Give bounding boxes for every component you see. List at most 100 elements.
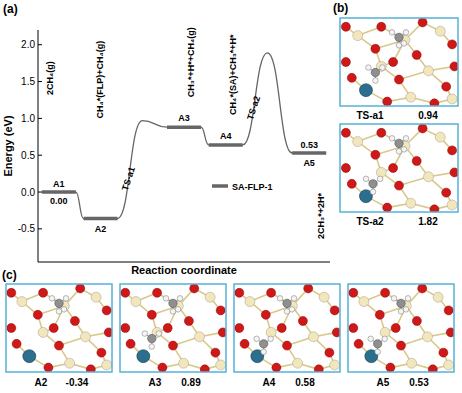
atom-o (428, 365, 437, 372)
atom-c (395, 139, 403, 147)
atom-o (354, 339, 363, 348)
atom-o (283, 341, 292, 350)
atom-o (341, 22, 350, 31)
atom-si (376, 167, 386, 177)
atom-si (81, 332, 91, 342)
y-tick-label: 0.5 (21, 150, 35, 161)
structure-bg (6, 284, 112, 372)
atom-o (147, 310, 156, 319)
atom-h (254, 336, 260, 342)
atom-h (363, 176, 369, 182)
atom-si (293, 358, 303, 368)
structure-b1 (340, 124, 458, 212)
y-tick (38, 81, 42, 82)
atom-h (375, 349, 381, 355)
y-tick (38, 118, 42, 119)
structure-name: A4 (263, 377, 276, 388)
atom-si (205, 292, 215, 302)
atom-o (412, 316, 421, 325)
atom-o (44, 363, 53, 372)
structure-c0 (6, 284, 112, 372)
structure-energy: 0.58 (295, 377, 315, 388)
atom-o (121, 324, 130, 333)
y-tick-label: -0.5 (18, 223, 36, 234)
atom-c (397, 299, 405, 307)
structure-bg (120, 284, 226, 372)
panel-label: (b) (333, 1, 348, 15)
atom-zn (137, 350, 150, 363)
atom-o (430, 205, 439, 212)
atom-o (418, 18, 427, 27)
atom-o (332, 328, 340, 337)
x-axis (38, 262, 330, 263)
atom-si (435, 132, 445, 142)
atom-si (435, 26, 445, 36)
atom-si (447, 200, 457, 210)
atom-o (216, 306, 225, 315)
atom-o (381, 288, 390, 297)
atom-o (439, 348, 448, 357)
atom-o (218, 328, 226, 337)
atom-o (442, 188, 451, 197)
atom-h (175, 307, 181, 313)
atom-o (277, 324, 286, 333)
species-annotation: 2CH₄(g) (45, 61, 55, 95)
atom-o (304, 284, 313, 293)
atom-o (76, 284, 85, 293)
atom-si (330, 360, 340, 370)
state-label: A4 (220, 131, 232, 141)
atom-h (63, 296, 69, 302)
atom-h (380, 65, 386, 71)
structure-bg (234, 284, 340, 372)
atom-si (433, 292, 443, 302)
atom-o (33, 310, 42, 319)
atom-o (347, 73, 356, 82)
atom-h (49, 296, 55, 302)
atom-h (403, 30, 409, 36)
state-label: A3 (178, 113, 190, 123)
atom-c (283, 299, 291, 307)
atom-c (395, 33, 403, 41)
structure-energy: 0.89 (181, 377, 201, 388)
atom-o (448, 146, 457, 155)
atom-h (291, 296, 297, 302)
atom-o (341, 58, 350, 67)
atom-o (325, 348, 334, 357)
atom-o (341, 128, 350, 137)
atom-o (375, 310, 384, 319)
atom-o (442, 82, 451, 91)
energy-level (42, 190, 76, 194)
atom-zn (23, 350, 36, 363)
atom-o (235, 288, 244, 297)
atom-h (389, 30, 395, 36)
atom-si (424, 172, 434, 182)
atom-o (126, 339, 135, 348)
atom-o (153, 288, 162, 297)
atom-o (446, 328, 454, 337)
y-tick (38, 155, 42, 156)
atom-h (403, 136, 409, 142)
atom-o (391, 324, 400, 333)
structure-energy: 1.82 (418, 216, 438, 227)
y-tick-label: 2.0 (21, 39, 35, 50)
atom-h (366, 65, 372, 71)
atom-o (349, 288, 358, 297)
structure-c2 (234, 284, 340, 372)
figure: (a)-0.50.00.51.01.52.0Energy (eV)Reactio… (0, 0, 462, 393)
structure-frame (234, 284, 340, 372)
atom-si (195, 332, 205, 342)
energy-path (42, 53, 326, 219)
atom-o (240, 339, 249, 348)
atom-si (406, 92, 416, 102)
atom-c (259, 340, 267, 348)
atom-o (7, 324, 16, 333)
atom-h (149, 344, 155, 350)
atom-si (423, 332, 433, 342)
atom-o (49, 324, 58, 333)
atom-zn (359, 84, 372, 97)
atom-o (430, 99, 439, 106)
y-tick (38, 44, 42, 45)
atom-o (184, 316, 193, 325)
x-axis-title: Reaction coordinate (131, 264, 237, 276)
atom-o (397, 341, 406, 350)
